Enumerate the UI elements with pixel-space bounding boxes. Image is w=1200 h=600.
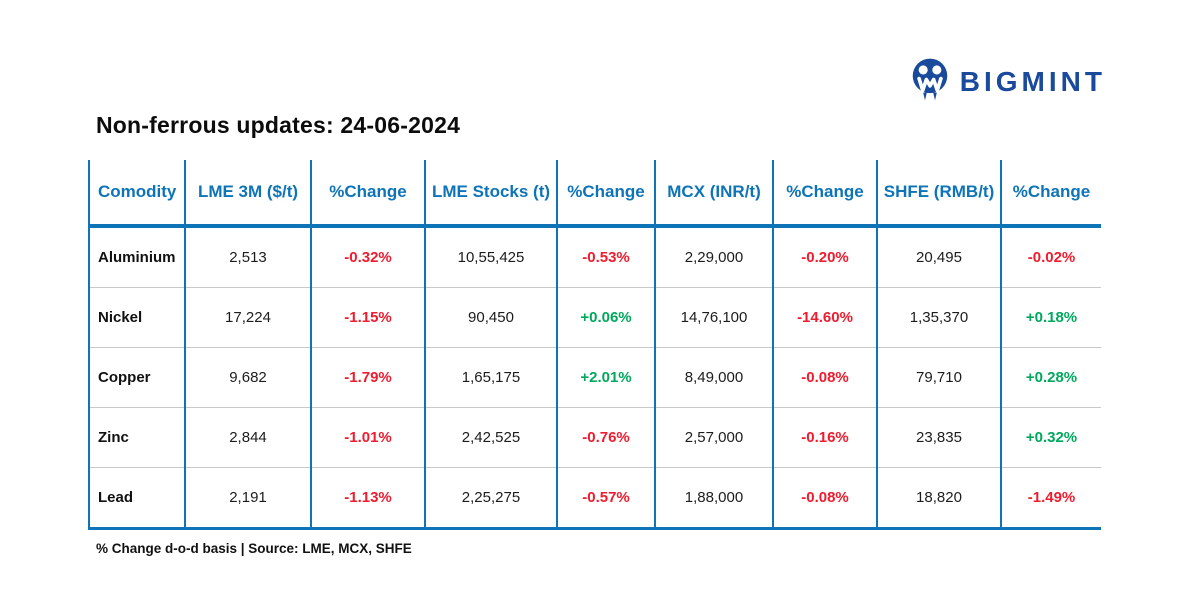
brand-name: BIGMINT: [959, 66, 1106, 97]
cell-percent-change: -0.32%: [311, 226, 426, 288]
table-row: Nickel 17,224 -1.15% 90,450 +0.06% 14,76,100-…: [89, 287, 1101, 348]
cell-value: 14,76,100: [655, 287, 774, 348]
cell-value: 79,710: [877, 347, 1002, 408]
cell-value: 23,835: [877, 407, 1002, 468]
table-row: Copper 9,682 -1.79% 1,65,175 +2.01% 8,49,000-…: [89, 347, 1101, 408]
cell-value: 1,35,370: [877, 287, 1002, 348]
cell-value: 2,25,275: [425, 467, 558, 529]
cell-percent-change: +0.18%: [1001, 287, 1101, 348]
column-header-5: MCX (INR/t): [655, 160, 774, 228]
cell-percent-change: -0.02%: [1001, 226, 1101, 288]
cell-percent-change: -0.53%: [557, 226, 656, 288]
cell-value: 2,844: [185, 407, 312, 468]
cell-percent-change: +0.32%: [1001, 407, 1101, 468]
cell-percent-change: +0.28%: [1001, 347, 1101, 408]
cell-percent-change: -0.08%: [773, 347, 878, 408]
bigmint-logo: BIGMINT: [910, 56, 1106, 108]
table-row: Zinc 2,844 -1.01% 2,42,525 -0.76% 2,57,000 -0.…: [89, 407, 1101, 468]
cell-percent-change: -0.16%: [773, 407, 878, 468]
cell-percent-change: -1.49%: [1027, 489, 1076, 506]
cell-value: 2,29,000: [655, 226, 774, 288]
cell-commodity: Nickel: [89, 287, 186, 348]
cell-percent-change: -0.76%: [557, 407, 656, 468]
page-title: Non-ferrous updates: 24-06-2024: [96, 112, 461, 138]
footnote: % Change d-o-d basis | Source: LME, MCX,…: [96, 541, 412, 556]
column-header-3: LME Stocks (t): [425, 160, 558, 228]
cell-value: 2,191: [185, 467, 312, 529]
cell-percent-change: +0.06%: [557, 287, 656, 348]
cell-percent-change: -0.20%: [773, 226, 878, 288]
cell-percent-change: -1.13%: [311, 467, 426, 529]
cell-commodity: Aluminium: [89, 226, 186, 288]
cell-value: 1,65,175: [425, 347, 558, 408]
cell-value: 10,55,425: [425, 226, 558, 288]
bigmint-mascot-icon: [910, 56, 950, 108]
cell-percent-change: -0.08%: [773, 467, 878, 529]
cell-value: 2,513: [185, 226, 312, 288]
non-ferrous-table: Comodity LME 3M ($/t) %Change LME Stocks (t…: [88, 160, 1101, 530]
cell-value: 17,224: [185, 287, 312, 348]
column-header-1: LME 3M ($/t): [185, 160, 312, 228]
table-row: Aluminium 2,513 -0.32% 10,55,425 -0.53% 2,29,…: [89, 226, 1101, 288]
cell-value: 8,49,000: [655, 347, 774, 408]
column-header-8: %Change: [1001, 160, 1101, 228]
cell-value: 18,820: [877, 467, 1002, 529]
cell-value: 2,57,000: [655, 407, 774, 468]
column-header-0: Comodity: [89, 160, 186, 228]
cell-percent-change: -0.57%: [557, 467, 656, 529]
column-header-6: %Change: [773, 160, 878, 228]
cell-commodity: Lead: [89, 467, 186, 529]
column-header-4: %Change: [557, 160, 656, 228]
table-row: Lead 2,191 -1.13% 2,25,275 -0.57% 1,88,000 -0.…: [89, 467, 1101, 529]
cell-value: 1,88,000: [655, 467, 774, 529]
cell-value: 9,682: [185, 347, 312, 408]
cell-percent-change: -1.01%: [311, 407, 426, 468]
cell-value: 2,42,525: [425, 407, 558, 468]
cell-percent-change: -14.60%: [773, 287, 878, 348]
cell-percent-change: +2.01%: [557, 347, 656, 408]
cell-commodity: Zinc: [89, 407, 186, 468]
column-header-7: SHFE (RMB/t): [877, 160, 1002, 228]
column-header-2: %Change: [311, 160, 426, 228]
cell-value: 20,495: [877, 226, 1002, 288]
cell-commodity: Copper: [89, 347, 186, 408]
cell-value: 90,450: [425, 287, 558, 348]
table-header-row: Comodity LME 3M ($/t) %Change LME Stocks (t…: [89, 160, 1101, 228]
cell-percent-change: -1.15%: [311, 287, 426, 348]
cell-percent-change: -1.79%: [311, 347, 426, 408]
